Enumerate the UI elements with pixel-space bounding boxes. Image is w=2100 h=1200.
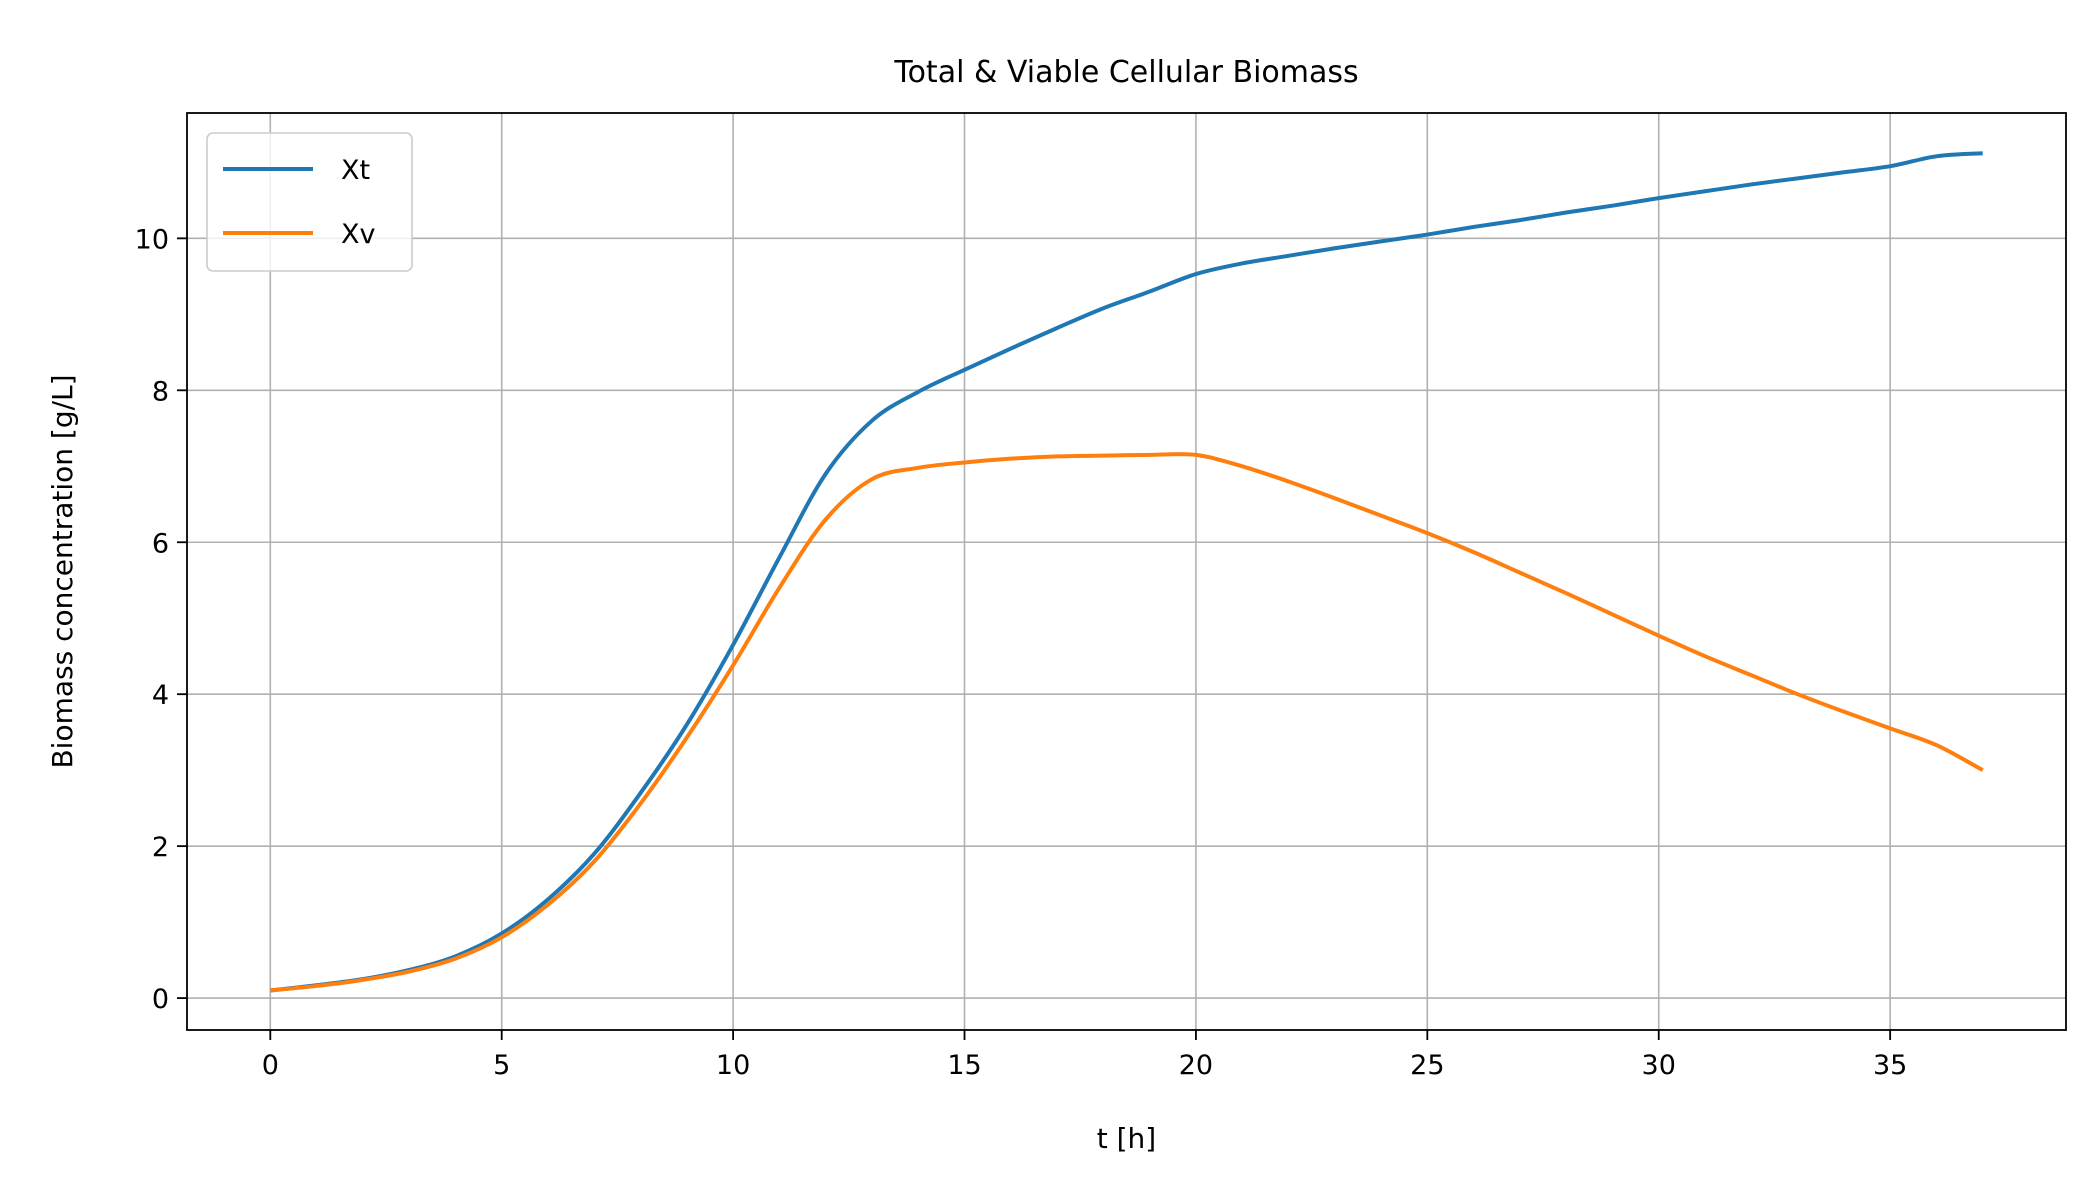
legend-label-xt: Xt <box>341 155 370 186</box>
legend: Xt Xv <box>206 132 413 272</box>
y-tick-label: 0 <box>152 984 169 1015</box>
x-tick-label: 20 <box>1179 1050 1213 1081</box>
series-lines <box>270 151 1984 993</box>
y-tick-label: 2 <box>152 832 169 863</box>
series-line-xv <box>270 452 1984 993</box>
grid <box>187 113 2066 1030</box>
x-tick-label: 30 <box>1642 1050 1676 1081</box>
x-tick-label: 35 <box>1873 1050 1907 1081</box>
x-tick-label: 10 <box>716 1050 750 1081</box>
x-axis-label: t [h] <box>1097 1122 1156 1155</box>
x-tick-label: 25 <box>1410 1050 1444 1081</box>
x-tick-label: 15 <box>947 1050 981 1081</box>
chart-title: Total & Viable Cellular Biomass <box>893 55 1358 90</box>
ticks: 0 5 10 15 20 25 30 35 0 2 4 6 8 10 <box>135 224 1908 1081</box>
legend-box <box>206 132 413 272</box>
y-tick-label: 8 <box>152 376 169 407</box>
y-axis-label: Biomass concentration [g/L] <box>46 374 79 768</box>
y-tick-label: 4 <box>152 680 169 711</box>
series-line-xt <box>270 151 1983 993</box>
y-tick-label: 10 <box>135 224 169 255</box>
x-tick-label: 0 <box>262 1050 279 1081</box>
plot-frame <box>186 112 2067 1031</box>
x-tick-label: 5 <box>493 1050 510 1081</box>
legend-label-xv: Xv <box>341 219 375 250</box>
y-tick-label: 6 <box>152 528 169 559</box>
